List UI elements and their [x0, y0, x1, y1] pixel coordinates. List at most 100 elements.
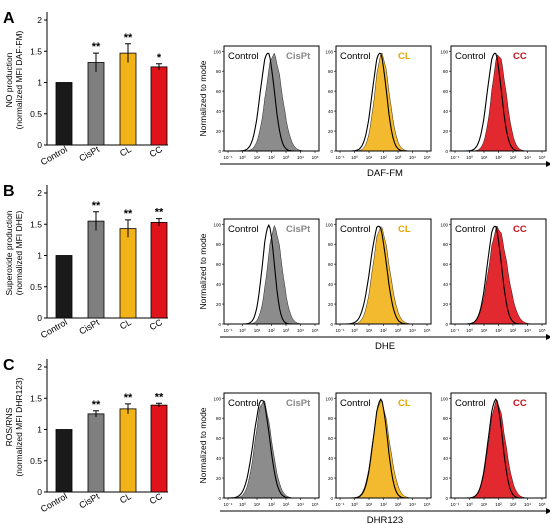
hist-ytick-label: 100 — [213, 396, 221, 401]
bar-ylabel-line: Superoxide production — [4, 210, 14, 295]
hist-xtick-label: 10⁴ — [524, 155, 531, 160]
hist-ytick-label: 0 — [330, 149, 333, 154]
hist-legend-cl: CL — [398, 51, 411, 62]
hist-ytick-label: 80 — [216, 242, 222, 247]
hist-x-arrowhead — [546, 334, 550, 340]
significance-label: ** — [124, 208, 133, 220]
hist-xtick-label: 10⁴ — [297, 328, 304, 333]
hist-ytick-label: 100 — [440, 222, 448, 227]
hist-ytick-label: 100 — [325, 49, 333, 54]
hist-xtick-label: 10³ — [395, 502, 402, 507]
histogram-cl: 0 20 40 60 80 100 10⁻¹ 10⁰ 10¹ 10² 10³ 10⁴ 10⁵ Contro… — [325, 392, 432, 507]
hist-legend-cispt: CisPt — [286, 51, 311, 62]
hist-ylabel: Normalized to mode — [198, 233, 208, 309]
hist-xtick-label: 10⁵ — [312, 502, 319, 507]
hist-xtick-label: 10⁻¹ — [451, 328, 460, 333]
histogram-cl: 0 20 40 60 80 100 10⁻¹ 10⁰ 10¹ 10² 10³ 10⁴ 10⁵ Contro… — [325, 218, 432, 333]
bar-cispt — [87, 220, 105, 319]
panel-letter: C — [3, 357, 15, 374]
hist-legend-cl: CL — [398, 398, 411, 409]
hist-ytick-label: 60 — [328, 262, 334, 267]
bar-control — [55, 82, 73, 146]
bar-cl — [119, 408, 137, 493]
significance-label: ** — [155, 207, 164, 219]
hist-legend-control: Control — [228, 398, 259, 409]
hist-ytick-label: 20 — [328, 476, 334, 481]
hist-ytick-label: 60 — [216, 89, 222, 94]
bar-ytick-label: 1 — [37, 251, 42, 261]
hist-xtick-label: 10² — [380, 155, 387, 160]
hist-ytick-label: 40 — [216, 282, 222, 287]
hist-xtick-label: 10⁵ — [539, 155, 546, 160]
hist-xtick-label: 10⁴ — [297, 502, 304, 507]
hist-xtick-label: 10⁵ — [424, 155, 431, 160]
hist-ytick-label: 20 — [216, 476, 222, 481]
panel-A: A NO production (normalized MFI DAF-FM) 0 0.… — [3, 10, 550, 179]
bar-ytick-label: 1.5 — [30, 219, 42, 229]
hist-ylabel: Normalized to mode — [198, 60, 208, 136]
bar-category-label: CC — [148, 144, 165, 159]
bar-ytick-label: 0.5 — [30, 456, 42, 466]
hist-xtick-label: 10⁴ — [524, 328, 531, 333]
bar-cc — [150, 66, 168, 146]
hist-xtick-label: 10⁵ — [312, 155, 319, 160]
hist-xtick-label: 10² — [268, 155, 275, 160]
histogram-cl-fill — [336, 400, 431, 499]
hist-xtick-label: 10¹ — [366, 328, 373, 333]
bar-ytick-label: 0.5 — [30, 109, 42, 119]
hist-x-arrowhead — [546, 508, 550, 514]
hist-xtick-label: 10⁵ — [424, 328, 431, 333]
hist-xtick-label: 10⁻¹ — [336, 502, 345, 507]
panel-C: C ROS/RNS (normalized MFI DHR123) 0 0.5 1 1.5 2… — [3, 357, 550, 524]
bar-cl — [119, 52, 137, 146]
hist-ytick-label: 0 — [218, 496, 221, 501]
hist-legend-control: Control — [455, 398, 486, 409]
hist-legend-cl: CL — [398, 224, 411, 235]
histogram-cispt: 0 20 40 60 80 100 10⁻¹ 10⁰ 10¹ 10² 10³ 10⁴ 10⁵ Contro… — [213, 392, 320, 507]
bar-ytick-label: 0.5 — [30, 282, 42, 292]
hist-ytick-label: 40 — [216, 456, 222, 461]
bar-category-label: CL — [118, 317, 133, 331]
histogram-cl: 0 20 40 60 80 100 10⁻¹ 10⁰ 10¹ 10² 10³ 10⁴ 10⁵ Contro… — [325, 45, 432, 160]
bar-ytick-label: 0 — [37, 140, 42, 150]
histogram-cispt: 0 20 40 60 80 100 10⁻¹ 10⁰ 10¹ 10² 10³ 10⁴ 10⁵ Contro… — [213, 45, 320, 160]
hist-xtick-label: 10² — [380, 328, 387, 333]
hist-ytick-label: 0 — [445, 149, 448, 154]
hist-xtick-label: 10³ — [395, 328, 402, 333]
significance-label: ** — [92, 41, 101, 53]
bar-category-label: CC — [148, 491, 165, 506]
hist-legend-cispt: CisPt — [286, 398, 311, 409]
bar-ylabel-line: ROS/RNS — [4, 407, 14, 446]
hist-xtick-label: 10² — [495, 328, 502, 333]
hist-legend-control: Control — [340, 398, 371, 409]
hist-ytick-label: 100 — [325, 222, 333, 227]
hist-xtick-label: 10² — [380, 502, 387, 507]
hist-legend-control: Control — [340, 51, 371, 62]
hist-ytick-label: 0 — [330, 496, 333, 501]
bar-category-label: Control — [39, 317, 69, 340]
hist-xtick-label: 10² — [268, 328, 275, 333]
hist-xtick-label: 10⁰ — [351, 328, 358, 333]
hist-xtick-label: 10⁵ — [539, 502, 546, 507]
hist-xtick-label: 10² — [495, 502, 502, 507]
hist-xtick-label: 10⁻¹ — [224, 502, 233, 507]
hist-ytick-label: 0 — [445, 322, 448, 327]
hist-xtick-label: 10⁰ — [239, 155, 246, 160]
hist-ytick-label: 40 — [328, 282, 334, 287]
hist-xtick-label: 10⁰ — [466, 328, 473, 333]
hist-ytick-label: 100 — [440, 396, 448, 401]
bar-ylabel-line: (normalized MFI DHE) — [14, 211, 24, 296]
significance-label: ** — [155, 391, 164, 403]
hist-xtick-label: 10¹ — [481, 155, 488, 160]
hist-legend-control: Control — [228, 51, 259, 62]
panel-letter: B — [3, 183, 15, 200]
bar-cispt — [87, 62, 105, 146]
hist-xtick-label: 10³ — [395, 155, 402, 160]
bar-category-label: CisPt — [77, 491, 101, 511]
significance-label: ** — [124, 392, 133, 404]
bar-ytick-label: 2 — [37, 362, 42, 372]
histogram-cc-fill — [451, 399, 546, 499]
hist-ytick-label: 80 — [328, 242, 334, 247]
hist-ytick-label: 80 — [443, 416, 449, 421]
bar-cl — [119, 228, 137, 319]
